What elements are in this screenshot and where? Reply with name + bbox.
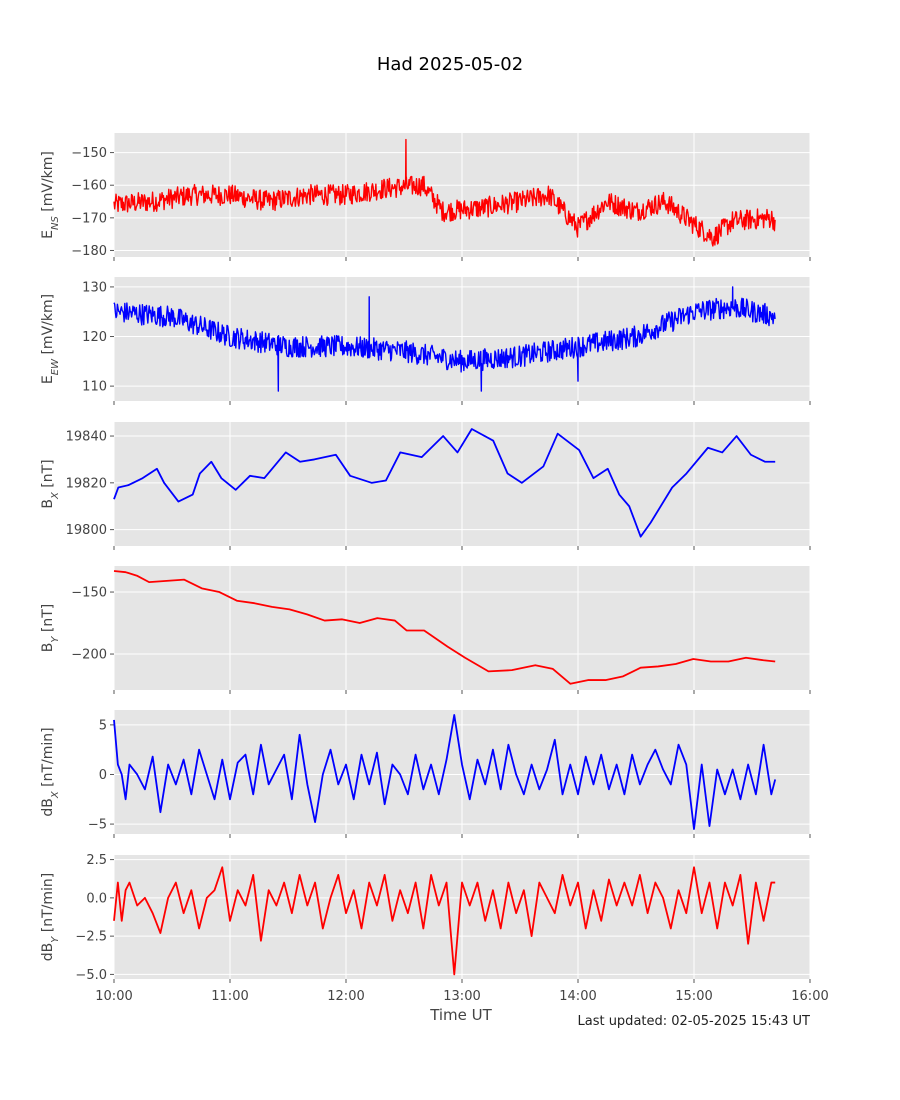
x-tick-label: 13:00 bbox=[443, 989, 480, 1004]
panels-container: −150 −160 −170 −180 ENS [mV/km] 130 120 110 EEW … bbox=[40, 133, 829, 1004]
x-tick-label: 14:00 bbox=[559, 989, 596, 1004]
chart-title: Had 2025-05-02 bbox=[377, 54, 523, 75]
y-axis-label: dBY [nT/min] bbox=[40, 873, 61, 962]
y-tick-label: 19820 bbox=[66, 476, 107, 491]
y-tick-label: 0 bbox=[99, 768, 107, 783]
y-tick-label: −5 bbox=[88, 818, 107, 833]
panel-bx: 19840 19820 19800 BX [nT] bbox=[40, 422, 811, 550]
series-line-dbx bbox=[113, 714, 777, 830]
series-line-ens bbox=[113, 138, 776, 247]
y-tick-label: −150 bbox=[71, 146, 107, 161]
x-tick-label: 12:00 bbox=[327, 989, 364, 1004]
y-tick-label: 19800 bbox=[66, 523, 107, 538]
panel-by: −150 −200 BY [nT] bbox=[40, 566, 811, 694]
y-tick-label: −2.5 bbox=[75, 930, 107, 945]
panel-dbx: 5 0 −5 dBX [nT/min] bbox=[40, 710, 811, 838]
x-axis-label: Time UT bbox=[429, 1006, 492, 1024]
x-tick-label: 16:00 bbox=[791, 989, 828, 1004]
y-tick-label: 2.5 bbox=[86, 853, 107, 868]
y-axis-label: BY [nT] bbox=[40, 604, 61, 653]
y-tick-label: −160 bbox=[71, 179, 107, 194]
panel-dby: 2.5 0.0 −2.5 −5.0 dBY [nT/min] bbox=[40, 853, 811, 983]
y-tick-label: 120 bbox=[82, 330, 107, 345]
y-tick-label: −150 bbox=[71, 586, 107, 601]
y-tick-label: 19840 bbox=[66, 430, 107, 445]
y-tick-label: −170 bbox=[71, 211, 107, 226]
y-axis-label: BX [nT] bbox=[40, 459, 61, 508]
y-tick-label: 0.0 bbox=[86, 891, 107, 906]
y-axis-label: ENS [mV/km] bbox=[40, 151, 61, 239]
series-line-eew bbox=[113, 286, 776, 392]
last-updated-text: Last updated: 02-05-2025 15:43 UT bbox=[577, 1014, 810, 1029]
y-axis-label: EEW [mV/km] bbox=[40, 294, 61, 384]
series-line-by bbox=[113, 570, 776, 685]
series-line-dby bbox=[113, 866, 776, 976]
y-tick-label: 110 bbox=[82, 380, 107, 395]
x-tick-label: 10:00 bbox=[95, 989, 132, 1004]
y-tick-label: −180 bbox=[71, 244, 107, 259]
y-tick-label: 130 bbox=[82, 280, 107, 295]
y-axis-label: dBX [nT/min] bbox=[40, 727, 61, 816]
panel-ens: −150 −160 −170 −180 ENS [mV/km] bbox=[40, 133, 811, 261]
y-tick-label: −200 bbox=[71, 648, 107, 663]
panel-eew: 130 120 110 EEW [mV/km] bbox=[40, 277, 811, 405]
y-tick-label: 5 bbox=[99, 718, 107, 733]
series-line-bx bbox=[113, 428, 776, 538]
x-tick-label: 11:00 bbox=[211, 989, 248, 1004]
x-tick-label: 15:00 bbox=[675, 989, 712, 1004]
y-tick-label: −5.0 bbox=[75, 968, 107, 983]
